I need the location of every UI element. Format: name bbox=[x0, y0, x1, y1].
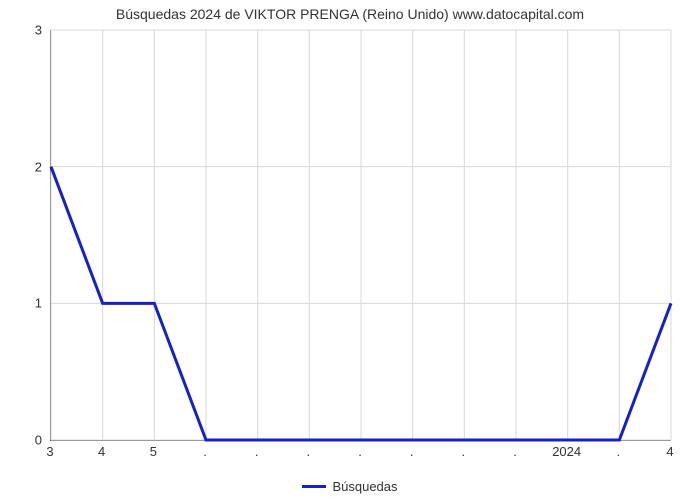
legend: Búsquedas bbox=[0, 478, 700, 494]
x-tick-minor: . bbox=[203, 444, 207, 459]
x-tick-minor: . bbox=[255, 444, 259, 459]
x-tick-minor: . bbox=[410, 444, 414, 459]
legend-label: Búsquedas bbox=[332, 479, 397, 494]
grid-and-line-svg bbox=[51, 30, 671, 440]
chart-title: Búsquedas 2024 de VIKTOR PRENGA (Reino U… bbox=[0, 6, 700, 22]
grid-group bbox=[51, 30, 671, 440]
x-tick-label: 4 bbox=[98, 444, 105, 459]
plot-area bbox=[50, 30, 671, 441]
x-tick-minor: . bbox=[307, 444, 311, 459]
chart-container: Búsquedas 2024 de VIKTOR PRENGA (Reino U… bbox=[0, 0, 700, 500]
x-tick-minor: . bbox=[358, 444, 362, 459]
x-tick-label: 3 bbox=[46, 444, 53, 459]
legend-swatch bbox=[302, 485, 326, 488]
y-tick-label: 3 bbox=[12, 23, 42, 38]
x-tick-minor: . bbox=[462, 444, 466, 459]
x-tick-label: 5 bbox=[150, 444, 157, 459]
x-tick-minor: . bbox=[513, 444, 517, 459]
y-tick-label: 0 bbox=[12, 433, 42, 448]
x-tick-label: 2024 bbox=[552, 444, 581, 459]
y-tick-label: 1 bbox=[12, 296, 42, 311]
x-tick-minor: . bbox=[617, 444, 621, 459]
x-tick-label: 4 bbox=[666, 444, 673, 459]
y-tick-label: 2 bbox=[12, 159, 42, 174]
